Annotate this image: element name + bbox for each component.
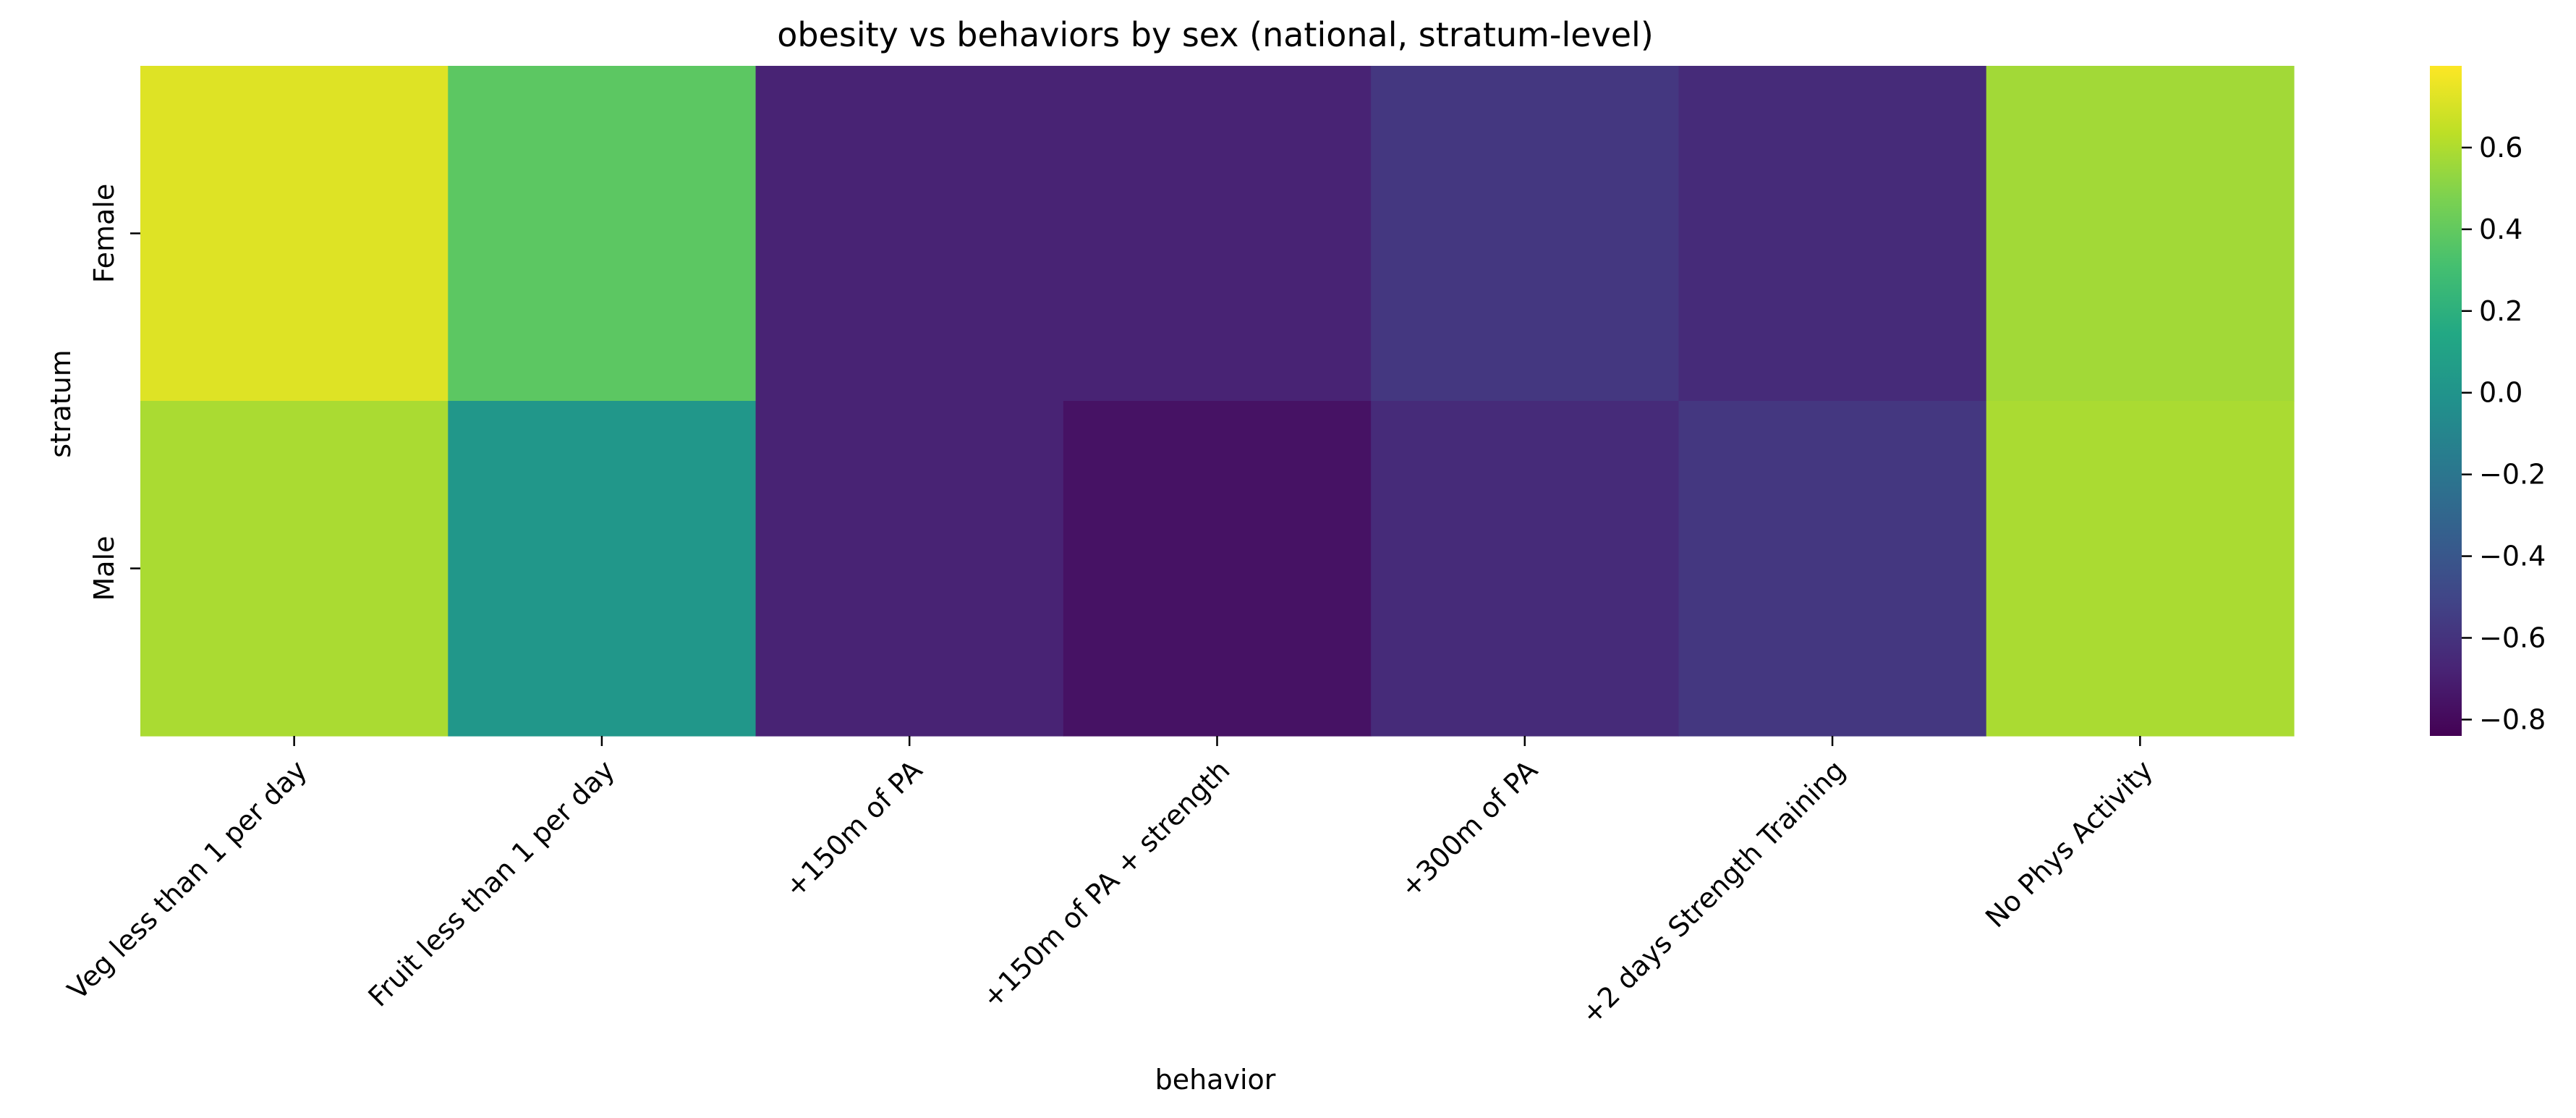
y-tick-label: Female — [88, 184, 120, 283]
colorbar-tick-label: −0.8 — [2479, 703, 2546, 735]
heatmap-cell-female-6 — [1678, 66, 1987, 402]
heatmap-cell-female-3 — [755, 66, 1064, 402]
x-tick-label: +2 days Strength Training — [1575, 754, 1851, 1030]
colorbar-tick-label: −0.6 — [2479, 622, 2546, 653]
heatmap-cell-male-6 — [1678, 401, 1987, 737]
colorbar-tick-label: 0.6 — [2479, 132, 2522, 164]
y-tick-label: Male — [88, 535, 120, 601]
x-axis: Veg less than 1 per day Fruit less than 1… — [61, 736, 2159, 1030]
heatmap-cell-female-5 — [1371, 66, 1680, 402]
colorbar-tick-label: −0.2 — [2479, 459, 2546, 491]
heatmap-cell-female-7 — [1986, 66, 2295, 402]
heatmap-cell-male-7 — [1986, 401, 2295, 737]
chart-title: obesity vs behaviors by sex (national, s… — [777, 15, 1654, 54]
x-tick-label: +150m of PA + strength — [976, 754, 1236, 1015]
y-axis: Female Male — [88, 184, 140, 601]
colorbar-tick-label: 0.2 — [2479, 295, 2522, 327]
x-tick-label: +300m of PA — [1394, 754, 1544, 904]
heatmap-cell-male-4 — [1063, 401, 1372, 737]
x-tick-label: Fruit less than 1 per day — [362, 754, 621, 1013]
colorbar-gradient — [2430, 66, 2462, 736]
colorbar-tick-label: 0.0 — [2479, 377, 2522, 409]
heatmap-cell-male-2 — [448, 401, 757, 737]
heatmap-cell-female-1 — [140, 66, 449, 402]
heatmap-cell-male-5 — [1371, 401, 1680, 737]
colorbar-tick-label: −0.4 — [2479, 541, 2546, 572]
y-axis-label: stratum — [45, 350, 77, 458]
x-axis-label: behavior — [1155, 1064, 1276, 1096]
heatmap-cell-female-2 — [448, 66, 757, 402]
heatmap-cells — [140, 66, 2295, 737]
heatmap-cell-female-4 — [1063, 66, 1372, 402]
x-tick-label: Veg less than 1 per day — [61, 754, 313, 1006]
x-tick-label: +150m of PA — [778, 754, 928, 904]
colorbar: −0.8 −0.6 −0.4 −0.2 0.0 0.2 0.4 0.6 — [2430, 66, 2546, 736]
colorbar-tick-label: 0.4 — [2479, 213, 2522, 245]
x-tick-label: No Phys Activity — [1979, 754, 2159, 933]
heatmap-cell-male-3 — [755, 401, 1064, 737]
heatmap-cell-male-1 — [140, 401, 449, 737]
